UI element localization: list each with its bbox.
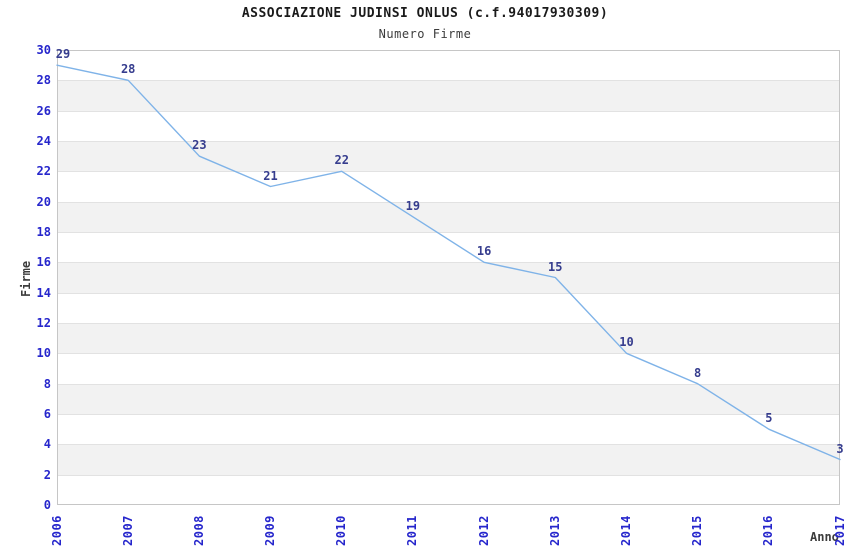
plot-band — [57, 323, 840, 354]
x-tick-label: 2007 — [120, 515, 135, 546]
plot-band — [57, 353, 840, 384]
y-tick-label: 18 — [36, 225, 51, 239]
x-tick-label: 2010 — [334, 515, 349, 546]
x-tick-label: 2009 — [263, 515, 278, 546]
gridline — [57, 384, 840, 385]
point-label: 10 — [619, 335, 634, 350]
x-tick-label: 2017 — [832, 515, 847, 546]
gridline — [57, 353, 840, 354]
y-tick-label: 12 — [36, 316, 51, 330]
point-label: 15 — [548, 259, 563, 274]
x-tick-label: 2008 — [191, 515, 206, 546]
plot-band — [57, 292, 840, 323]
point-label: 29 — [55, 47, 71, 62]
y-tick-label: 28 — [36, 73, 51, 88]
y-tick-label: 10 — [36, 346, 51, 361]
gridline — [57, 141, 840, 142]
plot-band — [57, 141, 840, 172]
x-tick-label: 2012 — [476, 515, 491, 546]
x-tick-label: 2015 — [690, 515, 705, 546]
line-series-path — [56, 64, 841, 461]
gridline — [57, 414, 840, 415]
plot-area: 29 28 23 21 22 19 16 15 10 8 5 3 — [55, 47, 844, 505]
gridline — [57, 171, 840, 172]
plot-band — [57, 232, 840, 263]
chart-title: ASSOCIAZIONE JUDINSI ONLUS (c.f.94017930… — [241, 6, 609, 21]
y-tick-label: 24 — [36, 134, 51, 148]
y-tick-label: 14 — [36, 285, 51, 300]
x-axis-title: Anno — [810, 530, 839, 544]
plot-band — [57, 171, 840, 202]
plot-band — [57, 262, 840, 293]
gridline — [57, 475, 840, 476]
point-label: 19 — [405, 198, 421, 213]
point-label: 22 — [334, 153, 349, 168]
plot-band — [57, 50, 840, 81]
x-tick-label: 2014 — [618, 515, 633, 546]
y-tick-label: 0 — [43, 498, 51, 512]
plot-band — [57, 383, 840, 414]
y-tick-label: 20 — [36, 194, 51, 209]
x-tick-label: 2013 — [547, 515, 562, 546]
gridline — [57, 202, 840, 203]
point-label: 23 — [192, 138, 207, 153]
line-series — [56, 64, 841, 461]
chart-subtitle: Numero Firme — [378, 27, 472, 41]
point-label: 5 — [765, 411, 773, 426]
y-tick-label: 2 — [43, 467, 51, 482]
gridline — [57, 293, 840, 294]
gridline — [57, 262, 840, 263]
gridline — [57, 232, 840, 233]
point-label: 8 — [694, 365, 702, 380]
point-label: 21 — [263, 168, 278, 183]
point-label: 3 — [836, 441, 844, 456]
plot-band — [57, 201, 840, 232]
point-label: 28 — [120, 62, 136, 77]
y-tick-label: 8 — [43, 376, 51, 391]
gridline — [57, 444, 840, 445]
y-tick-label: 6 — [43, 407, 51, 421]
plot-band — [57, 110, 840, 141]
y-tick-label: 4 — [43, 437, 51, 452]
x-tick-label: 2016 — [761, 515, 776, 546]
plot-band — [57, 474, 840, 505]
y-tick-label: 26 — [36, 103, 51, 118]
plot-band — [57, 80, 840, 111]
y-tick-label: 30 — [36, 43, 51, 57]
gridline — [57, 111, 840, 112]
plot-band — [57, 414, 840, 445]
y-tick-label: 16 — [36, 255, 51, 270]
gridline — [57, 323, 840, 324]
plot-band — [57, 444, 840, 475]
y-tick-label: 22 — [36, 164, 51, 179]
gridline — [57, 80, 840, 81]
x-tick-label: 2006 — [49, 515, 64, 546]
point-label: 16 — [476, 244, 492, 259]
x-tick-label: 2011 — [405, 515, 420, 546]
